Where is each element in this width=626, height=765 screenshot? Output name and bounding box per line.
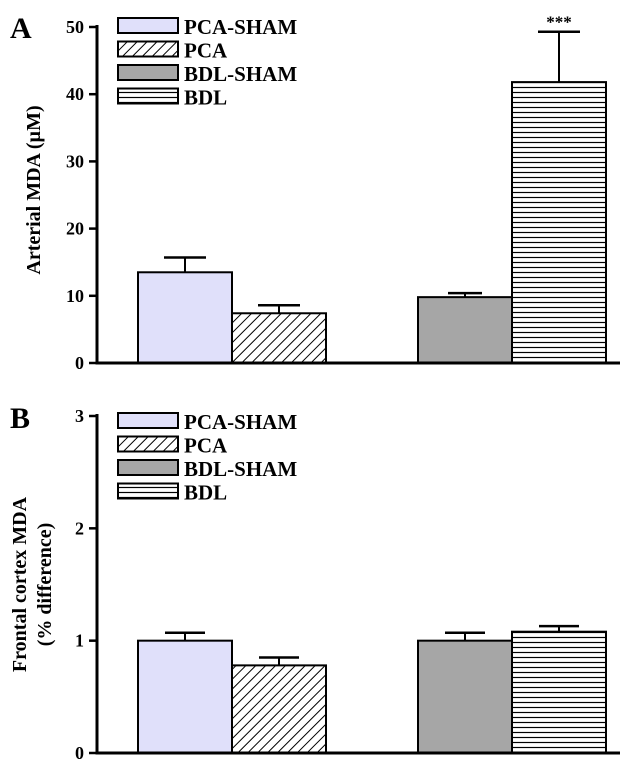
legend-label: BDL (184, 86, 227, 110)
y-tick-label: 3 (75, 406, 84, 426)
y-tick-label: 40 (66, 84, 84, 104)
bar-pca-sham (137, 639, 233, 755)
bar-pca (231, 664, 327, 755)
y-tick-label: 20 (66, 219, 84, 239)
y-tick-label: 10 (66, 286, 84, 306)
bar-pca-sham (137, 271, 233, 364)
legend-label: PCA (184, 434, 228, 458)
panel-letter: A (10, 12, 32, 45)
bar-bdl-sham (417, 639, 513, 755)
legend-label: PCA-SHAM (184, 15, 297, 39)
y-tick-label: 0 (75, 743, 84, 763)
legend-swatch (117, 64, 179, 81)
legend-swatch (117, 482, 179, 500)
legend-label: BDL-SHAM (184, 62, 297, 86)
bar-pca (231, 312, 327, 365)
legend-label: PCA-SHAM (184, 410, 297, 434)
y-tick-label: 1 (75, 631, 84, 651)
legend-swatch (117, 435, 179, 453)
legend-label: BDL-SHAM (184, 457, 297, 481)
significance-marker: *** (546, 13, 572, 32)
y-tick-label: 30 (66, 151, 84, 171)
bar-bdl (511, 81, 607, 364)
legend-label: PCA (184, 39, 228, 63)
bar-bdl (511, 630, 607, 754)
legend-swatch (117, 17, 179, 34)
y-axis-label-line: Frontal cortex MDA (9, 496, 31, 672)
panel-b: B 0 1 2 3 Frontal cortex MDA (% difference) PCA… (9, 402, 620, 763)
y-axis-label: Arterial MDA (µM) (23, 105, 45, 274)
y-axis-label: Frontal cortex MDA (% difference) (9, 496, 56, 672)
legend-swatch (117, 412, 179, 429)
bar-bdl-sham (417, 296, 513, 365)
legend-swatch (117, 459, 179, 476)
y-axis-label-line: (% difference) (34, 523, 56, 646)
panel-a: A *** 0 10 20 30 40 50 Arterial MDA (µM) PCA-SHAM… (10, 12, 620, 373)
legend-swatch (117, 40, 179, 58)
legend-swatch (117, 87, 179, 105)
y-tick-label: 2 (75, 518, 84, 538)
legend-label: BDL (184, 481, 227, 505)
y-tick-label: 0 (75, 353, 84, 373)
y-tick-label: 50 (66, 17, 84, 37)
panel-letter: B (10, 402, 30, 435)
